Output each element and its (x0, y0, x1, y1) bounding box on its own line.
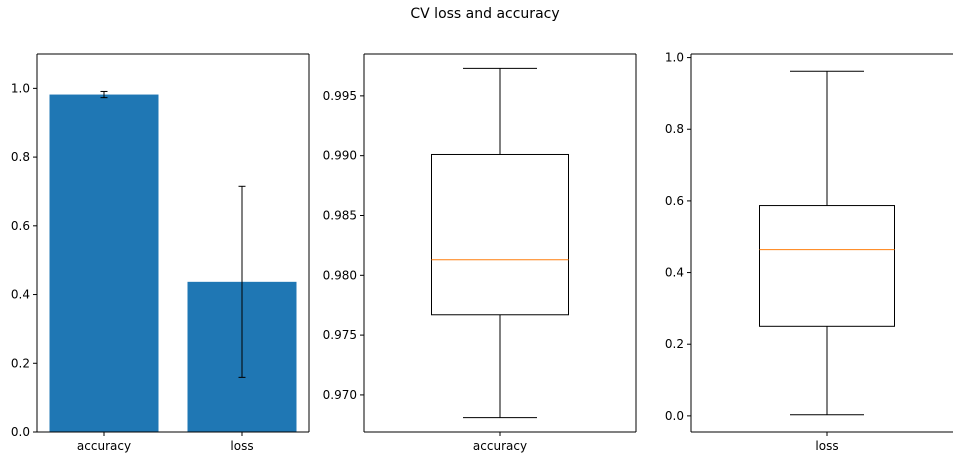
y-tick-label: 0.2 (665, 337, 684, 351)
y-tick-label: 1.0 (665, 51, 684, 65)
y-tick-label: 0.4 (665, 266, 684, 280)
x-tick-label-accuracy: accuracy (77, 439, 131, 453)
y-tick-label: 0.980 (323, 268, 357, 282)
box-loss (759, 205, 895, 327)
y-tick-label: 0.8 (11, 150, 30, 164)
y-tick-label: 0.0 (665, 409, 684, 423)
y-tick-label: 0.6 (665, 194, 684, 208)
x-tick-label-loss: loss (230, 439, 253, 453)
y-tick-label: 0.6 (11, 219, 30, 233)
y-tick-label: 0.975 (323, 328, 357, 342)
y-tick-label: 0.2 (11, 356, 30, 370)
y-tick-label: 0.985 (323, 208, 357, 222)
y-tick-label: 0.8 (665, 122, 684, 136)
y-tick-label: 0.0 (11, 425, 30, 439)
bar-chart-panel: 0.0 0.2 0.4 0.6 0.8 1.0 accuracy loss (11, 53, 310, 453)
loss-boxplot-panel: 0.0 0.2 0.4 0.6 0.8 1.0 loss (665, 51, 953, 453)
x-tick-label-accuracy: accuracy (473, 439, 527, 453)
y-tick-label: 1.0 (11, 81, 30, 95)
y-tick-label: 0.995 (323, 89, 357, 103)
figure-title: CV loss and accuracy (410, 6, 559, 22)
x-tick-label-loss: loss (815, 439, 838, 453)
y-tick-label: 0.970 (323, 388, 357, 402)
y-tick-label: 0.4 (11, 288, 30, 302)
accuracy-boxplot-panel: 0.970 0.975 0.980 0.985 0.990 0.995 accuracy (323, 53, 637, 453)
bar-accuracy (49, 94, 159, 433)
y-tick-label: 0.990 (323, 149, 357, 163)
box-accuracy (431, 153, 569, 316)
